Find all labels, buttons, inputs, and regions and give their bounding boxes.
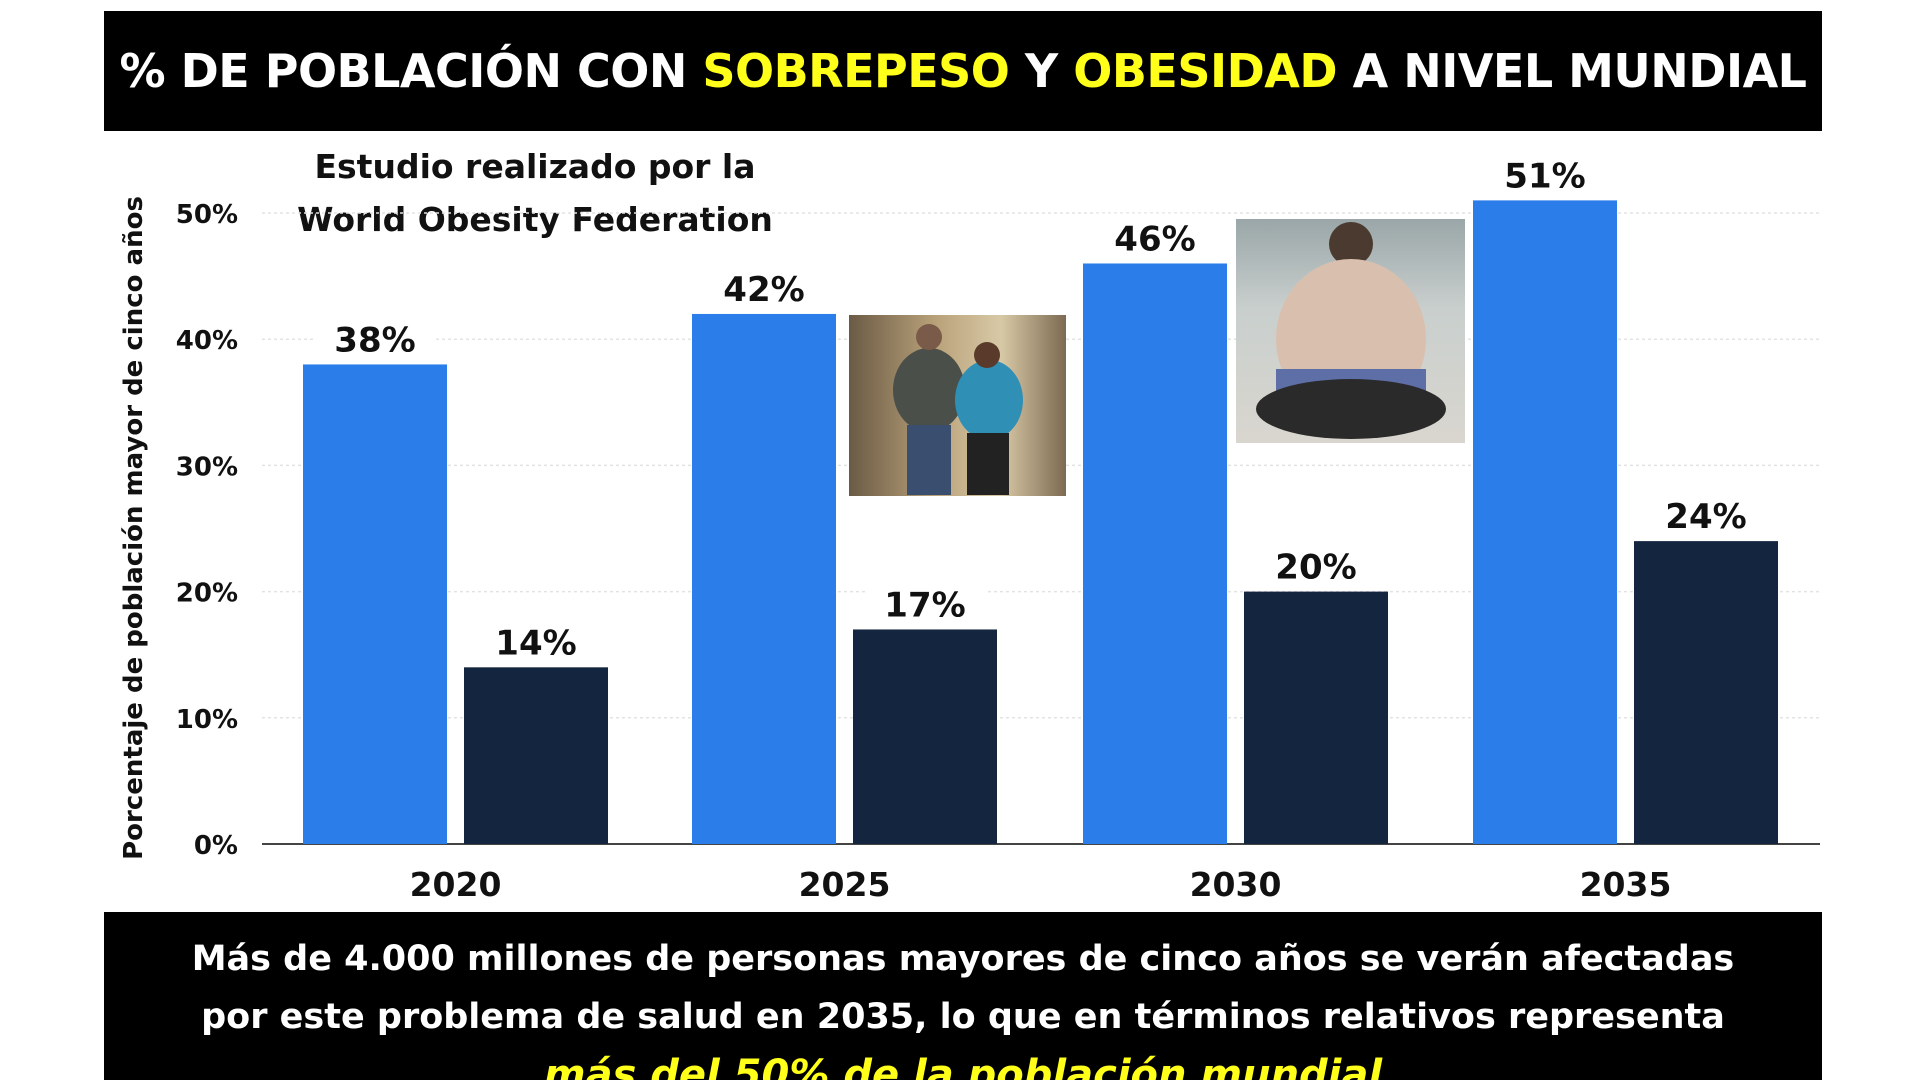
- data-label-bg: [865, 579, 985, 626]
- x-tick-label: 2025: [799, 865, 891, 904]
- bar-2030-series1: [1083, 263, 1227, 845]
- title-highlight-obesity: OBESIDAD: [1073, 44, 1338, 98]
- y-tick-label: 20%: [176, 579, 238, 609]
- photo-person-beach: [1236, 219, 1465, 443]
- data-label-bg: [1485, 150, 1605, 197]
- x-tick-label: 2035: [1580, 865, 1672, 904]
- x-tick-label: 2020: [410, 865, 502, 904]
- data-label: 51%: [1504, 156, 1585, 196]
- footer-banner: Más de 4.000 millones de personas mayore…: [104, 912, 1822, 1080]
- title-text: A NIVEL MUNDIAL: [1337, 44, 1807, 98]
- y-axis-label: Porcentaje de población mayor de cinco a…: [119, 196, 149, 860]
- people-silhouette-icon: [893, 324, 1023, 495]
- footer-highlight: más del 50% de la población mundial: [543, 1052, 1383, 1080]
- footer-line-2: por este problema de salud en 2035, lo q…: [201, 997, 1725, 1037]
- bar-2025-series2: [853, 629, 997, 844]
- person-silhouette-icon: [1256, 222, 1446, 439]
- bar-2020-series2: [464, 667, 608, 844]
- data-label: 46%: [1114, 219, 1195, 259]
- bar-2025-series1: [692, 313, 836, 845]
- bar-2035-series2: [1634, 541, 1778, 844]
- data-label-bg: [1646, 491, 1766, 538]
- data-label: 38%: [334, 320, 415, 360]
- bar-2035-series1: [1473, 200, 1617, 844]
- data-label-bg: [476, 617, 596, 664]
- bar-2030-series2: [1244, 591, 1388, 844]
- data-label: 14%: [495, 623, 576, 663]
- source-note: Estudio realizado por la World Obesity F…: [270, 140, 800, 246]
- y-tick-label: 30%: [176, 452, 238, 482]
- y-tick-label: 10%: [176, 705, 238, 735]
- x-tick-label: 2030: [1190, 865, 1282, 904]
- source-line-1: Estudio realizado por la: [314, 147, 756, 186]
- title-text: % DE POBLACIÓN CON: [119, 44, 703, 98]
- data-label-bg: [1095, 213, 1215, 260]
- data-label: 42%: [723, 270, 804, 310]
- y-tick-label: 50%: [176, 200, 238, 230]
- footer-line-1: Más de 4.000 millones de personas mayore…: [191, 939, 1735, 979]
- chart-title: % DE POBLACIÓN CON SOBREPESO Y OBESIDAD …: [119, 44, 1808, 98]
- photo-couple-walking: [849, 315, 1066, 496]
- data-label: 24%: [1665, 497, 1746, 537]
- y-tick-label: 0%: [194, 831, 238, 861]
- bar-chart: 0% 10% 20% 30% 40% 50% Porcentaje de población…: [119, 150, 1820, 904]
- data-label-bg: [1256, 541, 1376, 588]
- bar-2020-series1: [303, 364, 447, 844]
- data-label: 17%: [884, 585, 965, 625]
- data-label: 20%: [1275, 548, 1356, 588]
- title-text: Y: [1009, 44, 1074, 98]
- y-tick-label: 40%: [176, 326, 238, 356]
- data-label-bg: [315, 314, 435, 361]
- title-banner: % DE POBLACIÓN CON SOBREPESO Y OBESIDAD …: [104, 11, 1822, 131]
- data-label-bg: [704, 263, 824, 310]
- title-highlight-overweight: SOBREPESO: [702, 44, 1010, 98]
- source-line-2: World Obesity Federation: [297, 200, 773, 239]
